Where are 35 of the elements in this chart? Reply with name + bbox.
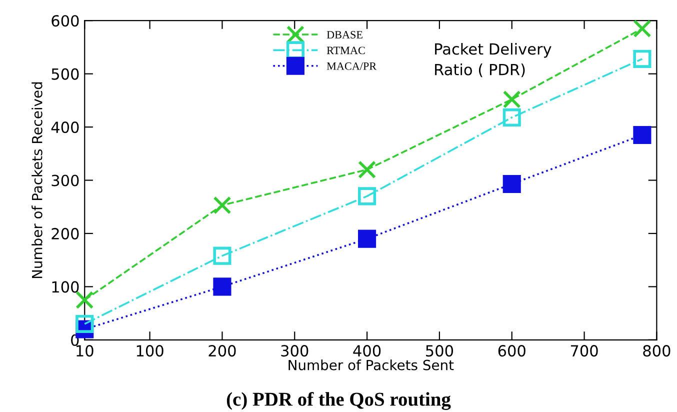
point: [358, 160, 376, 179]
y-tick-label: 100: [52, 281, 79, 293]
legend-label: MACA/PR: [326, 62, 377, 70]
x-tick-label: 300: [281, 345, 308, 357]
point: [213, 196, 232, 214]
text: (c) PDR of the QoS routing: [226, 392, 451, 410]
point: [502, 108, 521, 126]
y-axis-title: Number of Packets Received: [32, 82, 42, 278]
y-tick-label: 500: [52, 68, 79, 80]
point: [213, 246, 232, 265]
point: [502, 174, 521, 194]
x-tick-label: 600: [498, 345, 526, 357]
point: [76, 314, 94, 333]
point: [358, 230, 376, 248]
x-axis-title: Number of Packets Sent: [288, 360, 454, 370]
y-tick-label: 200: [52, 228, 79, 240]
point: [502, 90, 521, 108]
x-tick-label: 400: [353, 345, 381, 357]
x-tick-label: 700: [570, 345, 598, 357]
point: [633, 20, 652, 38]
legend-label: RTMAC: [326, 46, 365, 54]
legend-label: DBASE: [326, 31, 362, 38]
x-tick-label: 800: [643, 345, 670, 357]
point: [633, 126, 652, 144]
x-tick-label: 500: [426, 345, 454, 357]
y-tick-label: 600: [52, 15, 79, 27]
y-tick-label: 300: [52, 174, 79, 186]
x-tick-label: 200: [208, 345, 236, 357]
point: [358, 187, 376, 206]
x-tick-label: 10: [76, 345, 94, 357]
x-tick-label: 100: [136, 345, 164, 357]
point: [213, 278, 232, 296]
y-tick-label: 400: [51, 122, 79, 134]
annotation: Packet Delivery Ratio ( PDR): [435, 42, 552, 78]
point: [633, 50, 652, 68]
